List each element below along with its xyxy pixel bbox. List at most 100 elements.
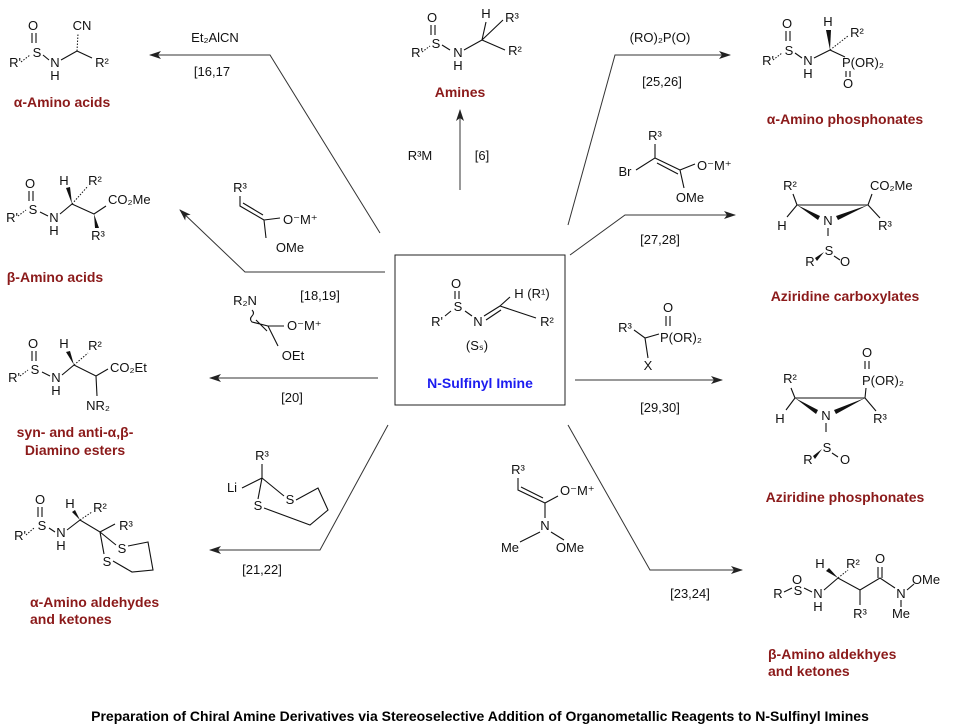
atom: N	[453, 45, 462, 60]
bonds	[633, 316, 671, 359]
bonds	[239, 196, 281, 239]
product-label: Aziridine carboxylates	[771, 288, 920, 304]
atom: N	[803, 53, 812, 68]
atom: O	[25, 176, 35, 191]
product-label: α-Amino phosphonates	[767, 111, 924, 127]
bonds	[444, 291, 537, 321]
atom: N	[473, 314, 482, 329]
product-label-line2: and ketones	[768, 663, 850, 679]
product-beta-amino-aldehydes: O S R N H H R² R³ O N OMe Me β-Amino ald…	[768, 551, 940, 679]
hashed-bonds	[19, 352, 89, 377]
atom: P(OR)₂	[842, 55, 884, 70]
atom: S	[118, 541, 127, 556]
product-label-line1: β-Amino aldekhyes	[768, 646, 897, 662]
product-alpha-amino-aldehydes: O S R' N H H R² R³ S S α-Amino aldehydes…	[14, 492, 159, 627]
atom: R²	[783, 178, 797, 193]
atom: S	[254, 498, 263, 513]
reference: [23,24]	[670, 586, 710, 601]
arrow-beta-amino-acids	[179, 209, 385, 273]
bonds	[785, 361, 877, 458]
reagent: (RO)₂P(O)	[630, 30, 691, 45]
atom: O⁻M⁺	[287, 318, 322, 333]
bonds	[37, 507, 154, 573]
atom: S	[286, 492, 295, 507]
hashed-bonds	[421, 45, 431, 53]
atom: CO₂Et	[110, 360, 147, 375]
reagent: Et₂AlCN	[191, 30, 239, 45]
atom: S	[103, 554, 112, 569]
atom: R²	[850, 25, 864, 40]
atom: S	[825, 243, 834, 258]
atom: R'	[762, 53, 774, 68]
atom: S	[29, 202, 38, 217]
atom: S	[33, 45, 42, 60]
atom: R'	[6, 210, 18, 225]
product-label: α-Amino acids	[14, 94, 111, 110]
scheme-title: Preparation of Chiral Amine Derivatives …	[91, 708, 869, 724]
product-beta-amino-acids: O S R' N H H R² CO₂Me R³ β-Amino acids	[6, 173, 151, 285]
wedge-bond	[72, 510, 80, 520]
atom: S	[785, 43, 794, 58]
product-label-line1: α-Amino aldehydes	[30, 594, 159, 610]
atom: OEt	[282, 348, 305, 363]
product-label: β-Amino acids	[7, 269, 104, 285]
reference: [25,26]	[642, 74, 682, 89]
reference: [21,22]	[242, 562, 282, 577]
bonds	[786, 193, 881, 261]
atom: R²	[93, 500, 107, 515]
atom: O	[840, 254, 850, 269]
atom: R'	[8, 370, 20, 385]
hashed-bonds	[772, 35, 849, 61]
atom: O	[663, 300, 673, 315]
product-label-line1: syn- and anti-α,β-	[17, 424, 134, 440]
atom: R³	[853, 606, 867, 621]
atom: R²	[508, 43, 522, 58]
atom: N	[51, 370, 60, 385]
atom: H	[777, 218, 786, 233]
atom: R	[803, 452, 812, 467]
central-n-sulfinyl-imine: O S R' N H (R¹) R² (Sₛ) N-Sulfinyl Imine	[394, 254, 566, 406]
reference: [18,19]	[300, 288, 340, 303]
atom: R₂N	[233, 293, 257, 308]
atom: H	[51, 383, 60, 398]
atom: R²	[95, 55, 109, 70]
reference: [27,28]	[640, 232, 680, 247]
atom: S	[794, 583, 803, 598]
bonds	[635, 144, 696, 189]
wedge-bond	[826, 568, 838, 578]
atom: H	[481, 6, 490, 21]
wedge-bond	[66, 187, 72, 204]
atom: R²	[88, 338, 102, 353]
reagent: R³M	[408, 148, 433, 163]
atom: R'	[411, 45, 423, 60]
atom: H (R¹)	[514, 286, 549, 301]
reference: [16,17	[194, 64, 230, 79]
arrow-alpha-amino-aldehydes	[209, 424, 389, 554]
atom: O	[843, 76, 853, 91]
atom: R'	[431, 314, 443, 329]
atom: OMe	[556, 540, 584, 555]
atom: H	[50, 68, 59, 83]
atom: R³	[878, 218, 892, 233]
atom: O⁻M⁺	[283, 212, 318, 227]
atom: O	[28, 18, 38, 33]
atom: R³	[233, 180, 247, 195]
product-label: Aziridine phosphonates	[766, 489, 925, 505]
arrow-alpha-amino-acids	[149, 51, 381, 234]
atom: H	[65, 496, 74, 511]
atom: R²	[783, 371, 797, 386]
atom: R³	[255, 448, 269, 463]
product-label-line2: and ketones	[30, 611, 112, 627]
hashed-bonds	[17, 185, 89, 217]
product-alpha-amino-phosphonates: O S R' N H H R² P(OR)₂ O α-Amino phospho…	[762, 14, 923, 127]
atom: X	[644, 358, 653, 373]
wedge-bond	[826, 30, 831, 50]
atom: P(OR)₂	[862, 373, 904, 388]
atom: H	[59, 336, 68, 351]
atom: O⁻M⁺	[697, 158, 732, 173]
atom: O	[782, 16, 792, 31]
atom: O	[451, 276, 461, 291]
bonds	[430, 19, 506, 51]
atom: R³	[873, 411, 887, 426]
